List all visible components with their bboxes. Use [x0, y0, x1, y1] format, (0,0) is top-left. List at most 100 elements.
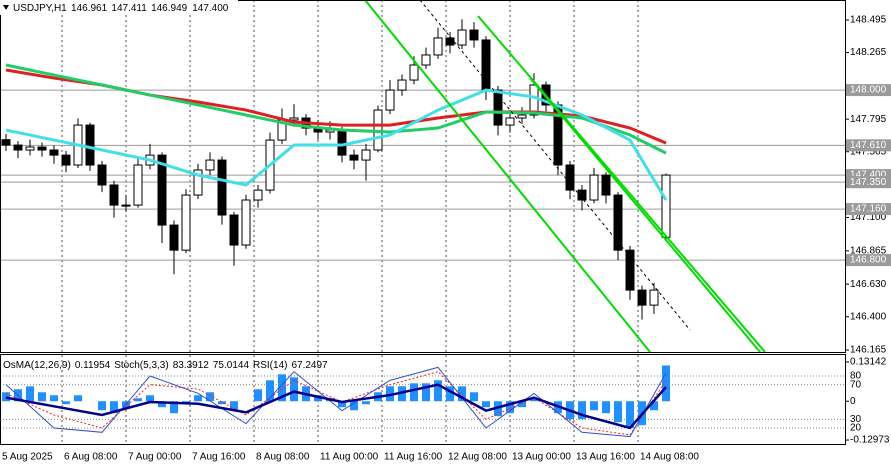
indicator-label: 0.11954 [75, 360, 111, 371]
candle-body [37, 146, 47, 151]
candle-body [85, 124, 95, 166]
candle-body [457, 29, 467, 46]
candle-body [397, 79, 407, 91]
y-tick-label: -0.12973 [850, 435, 890, 446]
oscillator-line [5, 383, 667, 430]
candle-body [385, 89, 395, 111]
level-label: 147.610 [850, 140, 887, 151]
candle-body [217, 159, 227, 216]
x-tick-label: 11 Aug 00:00 [320, 452, 379, 463]
indicator-header: OsMA(12,26,9) 0.11954 Stoch(5,3,3) 83.3912 7… [3, 360, 328, 371]
indicator-label: 67.2497 [291, 360, 328, 371]
candle-body [181, 194, 191, 251]
level-tag [846, 254, 891, 267]
level-label: 147.160 [850, 204, 887, 215]
osma-bar [266, 380, 274, 402]
osma-bar [2, 392, 10, 402]
candle-body [193, 169, 203, 196]
osma-bar [110, 401, 118, 414]
dropdown-icon[interactable] [3, 5, 9, 10]
y-tick-label: 147.565 [850, 146, 887, 157]
osma-bar [206, 392, 214, 402]
osma-bar [398, 386, 406, 402]
osma-bar [194, 395, 202, 402]
x-tick-label: 7 Aug 00:00 [128, 452, 182, 463]
label-layer: 5 Aug 2025 6 Aug 08:00 7 Aug 00:00 7 Aug 16… [2, 15, 891, 463]
osma-bar [410, 383, 418, 402]
osma-bar [314, 395, 322, 402]
osma-bar [26, 386, 34, 402]
header-text: USDJPY,H1 146.961 147.411 146.949 147.400 [13, 3, 229, 14]
candle-body [61, 154, 71, 166]
y-tick-label: 146.865 [850, 246, 887, 257]
x-tick-label: 12 Aug 08:00 [448, 452, 507, 463]
osma-bar [530, 398, 538, 402]
candle-body [445, 37, 455, 46]
candle-body [481, 39, 491, 91]
osma-bar [38, 392, 46, 402]
candle-body [409, 64, 419, 81]
osma-bar [446, 386, 454, 402]
osma-bar [290, 377, 298, 402]
candle-body [469, 29, 479, 41]
osma-bar [50, 395, 58, 402]
y2-tick-label: 20 [850, 423, 862, 434]
ohlc-value: 147.400 [192, 3, 229, 14]
y-tick-label: 148.265 [850, 47, 887, 58]
indicator-label: 83.3912 [173, 360, 210, 371]
x-tick-label: 13 Aug 00:00 [512, 452, 571, 463]
osma-bar [362, 401, 370, 405]
osma-bar [170, 401, 178, 414]
candle-body [505, 117, 515, 126]
osma-bar [146, 395, 154, 402]
header-bg [0, 0, 238, 15]
candle-body [565, 164, 575, 191]
osma-bar [218, 401, 226, 405]
y2-tick-label: 80 [850, 371, 862, 382]
level-label: 147.350 [850, 177, 887, 188]
candle-body [337, 129, 347, 156]
candle-body [253, 189, 263, 201]
candle-body [169, 224, 179, 251]
candle-body [241, 199, 251, 246]
channel-line [529, 77, 761, 353]
osma-bar [482, 401, 490, 408]
y-tick-label: 146.400 [850, 311, 887, 322]
candle-body [157, 154, 167, 226]
osma-bar [254, 389, 262, 402]
osma-bar [230, 401, 238, 411]
candle-body [493, 89, 503, 126]
axis-layer [0, 0, 846, 445]
osma-bar [602, 401, 610, 414]
candle-body [349, 154, 359, 161]
trend-channel [364, 0, 766, 353]
osma-bar [158, 401, 166, 408]
channel-line [364, 0, 651, 353]
x-tick-label: 11 Aug 16:00 [384, 452, 443, 463]
level-tag [846, 203, 891, 216]
candle-body [25, 146, 35, 151]
level-label: 146.800 [850, 255, 887, 266]
candle-body [421, 54, 431, 66]
channel-line [477, 15, 766, 353]
candle-body [649, 289, 659, 306]
x-tick-label: 8 Aug 08:00 [256, 452, 310, 463]
y-tick-label: 147.795 [850, 114, 887, 125]
osma-bar [278, 374, 286, 402]
level-tag [846, 139, 891, 152]
osma-bar [662, 365, 670, 402]
osma-bar [134, 398, 142, 402]
level-tag [846, 84, 891, 97]
grid-layer [0, 0, 845, 444]
osma-bar [434, 380, 442, 402]
candle-body [97, 164, 107, 186]
candle-body [517, 114, 527, 119]
osma-bar [614, 401, 622, 423]
candle-body [229, 214, 239, 246]
osma-bar [350, 401, 358, 411]
osma-bar [422, 383, 430, 402]
osma-bar [458, 386, 466, 402]
ohlc-value: 147.411 [111, 3, 147, 14]
candle-body [49, 149, 59, 156]
